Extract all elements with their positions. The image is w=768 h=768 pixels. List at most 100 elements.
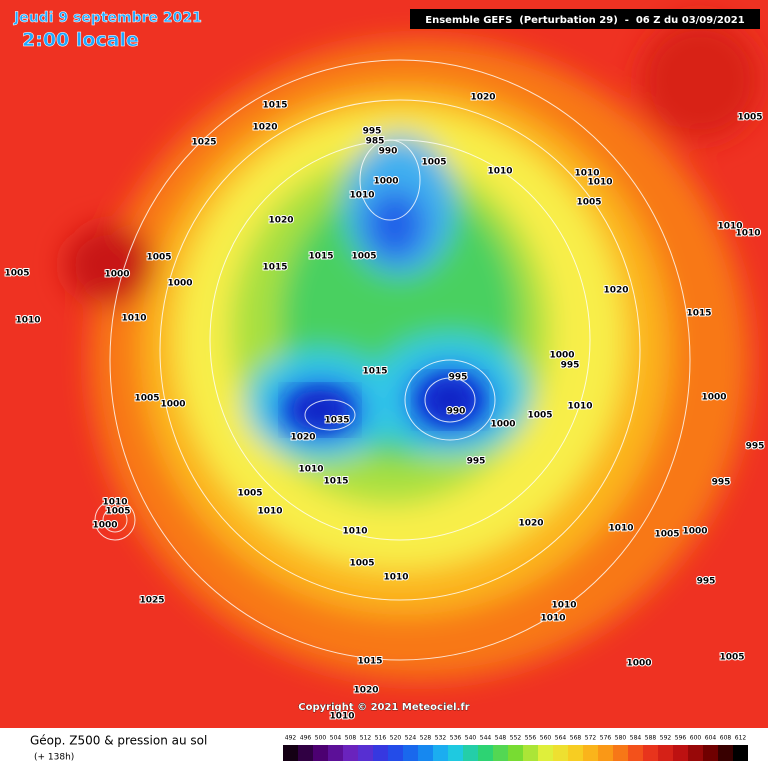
isobar-label: 995 [467,457,486,467]
isobar-label: 1035 [324,416,349,426]
colorbar-label: 560 [540,735,552,742]
isobar-label: 990 [379,147,398,157]
isobar-label: 1005 [421,158,446,168]
isobar-label: 990 [447,407,466,417]
colorbar-label: 536 [450,735,462,742]
isobar-label: 1015 [686,309,711,319]
colorbar-swatch [553,745,568,761]
colorbar-swatch [403,745,418,761]
colorbar-label: 540 [465,735,477,742]
colorbar-swatch [583,745,598,761]
colorbar-swatch [613,745,628,761]
isobar-label: 1010 [587,178,612,188]
colorbar-swatch [298,745,313,761]
colorbar-swatch [373,745,388,761]
colorbar-label: 508 [345,735,357,742]
isobar-label: 1020 [290,433,315,443]
colorbar-label: 548 [495,735,507,742]
isobar-label: 1005 [349,559,374,569]
isobar-label: 1005 [654,530,679,540]
colorbar-label: 604 [705,735,717,742]
isobar-label: 1010 [608,524,633,534]
colorbar-swatch [388,745,403,761]
colorbar-label: 532 [435,735,447,742]
isobar-label: 1015 [262,263,287,273]
field [0,0,768,728]
colorbar-swatch [733,745,748,761]
colorbar-label: 612 [735,735,747,742]
footer-title: Géop. Z500 & pression au sol [30,734,207,748]
isobar-label: 1000 [104,270,129,280]
isobar-label: 1015 [308,252,333,262]
isobar-label: 995 [697,577,716,587]
colorbar-swatch [673,745,688,761]
colorbar-swatch [688,745,703,761]
colorbar-label: 500 [315,735,327,742]
isobar-label: 1025 [139,596,164,606]
isobar-label: 1010 [102,498,127,508]
isobar-label: 1010 [298,465,323,475]
colorbar-swatch [313,745,328,761]
isobar-label: 1005 [719,653,744,663]
colorbar-label: 596 [675,735,687,742]
colorbar-label: 520 [390,735,402,742]
isobar-label: 1020 [353,686,378,696]
date: Jeudi 9 septembre 2021 [13,10,202,26]
isobar-label: 1015 [262,101,287,111]
colorbar-swatch [643,745,658,761]
isobar-label: 1000 [701,393,726,403]
colorbar-label: 512 [360,735,372,742]
colorbar-label: 576 [600,735,612,742]
isobar-label: 995 [746,442,765,452]
colorbar-swatch [493,745,508,761]
colorbar-label: 516 [375,735,387,742]
isobar-label: 1005 [737,113,762,123]
local-time: 2:00 locale [22,29,139,51]
isobar-label: 1005 [351,252,376,262]
isobar-label: 1010 [15,316,40,326]
isobar-label: 1020 [252,123,277,133]
colorbar-swatch [328,745,343,761]
colorbar-label: 528 [420,735,432,742]
isobar-label: 1000 [490,420,515,430]
isobar-label: 1010 [257,507,282,517]
isobar-label: 1010 [574,169,599,179]
isobar-label: 1010 [551,601,576,611]
colorbar-swatch [598,745,613,761]
colorbar-label: 568 [570,735,582,742]
isobar-label: 1010 [567,402,592,412]
isobar-label: 1010 [121,314,146,324]
isobar-label: 1000 [682,527,707,537]
colorbar-label: 492 [285,735,297,742]
model-box [410,9,760,29]
isobar-label: 1010 [383,573,408,583]
isobar-label: 1010 [329,712,354,722]
colorbar-swatch [628,745,643,761]
copyright: Copyright © 2021 Meteociel.fr [298,702,469,713]
colorbar-swatch [508,745,523,761]
colorbar-label: 572 [585,735,597,742]
isobar-label: 1000 [92,521,117,531]
colorbar-label: 504 [330,735,342,742]
model-info: Ensemble GEFS (Perturbation 29) - 06 Z d… [425,15,744,26]
isobar-label: 1005 [576,198,601,208]
isobar-label: 1005 [146,253,171,263]
colorbar: 492 496 500 504 508 512 516 520 524 528 532 536 540 5… [283,735,748,761]
isobar-label: 1025 [191,138,216,148]
colorbar-label: 608 [720,735,732,742]
colorbar-swatch [703,745,718,761]
isobar-label: 1005 [237,489,262,499]
colorbar-label: 544 [480,735,492,742]
isobar-label: 1020 [518,519,543,529]
isobar-label: 1020 [603,286,628,296]
isobar-label: 1000 [167,279,192,289]
isobar-label: 1010 [342,527,367,537]
isobar-label: 1010 [735,229,760,239]
isobar-label: 1010 [540,614,565,624]
isobar-label: 1000 [549,351,574,361]
isobar-label: 985 [366,137,385,147]
colorbar-swatch [283,745,298,761]
colorbar-swatch [418,745,433,761]
colorbar-label: 496 [300,735,312,742]
